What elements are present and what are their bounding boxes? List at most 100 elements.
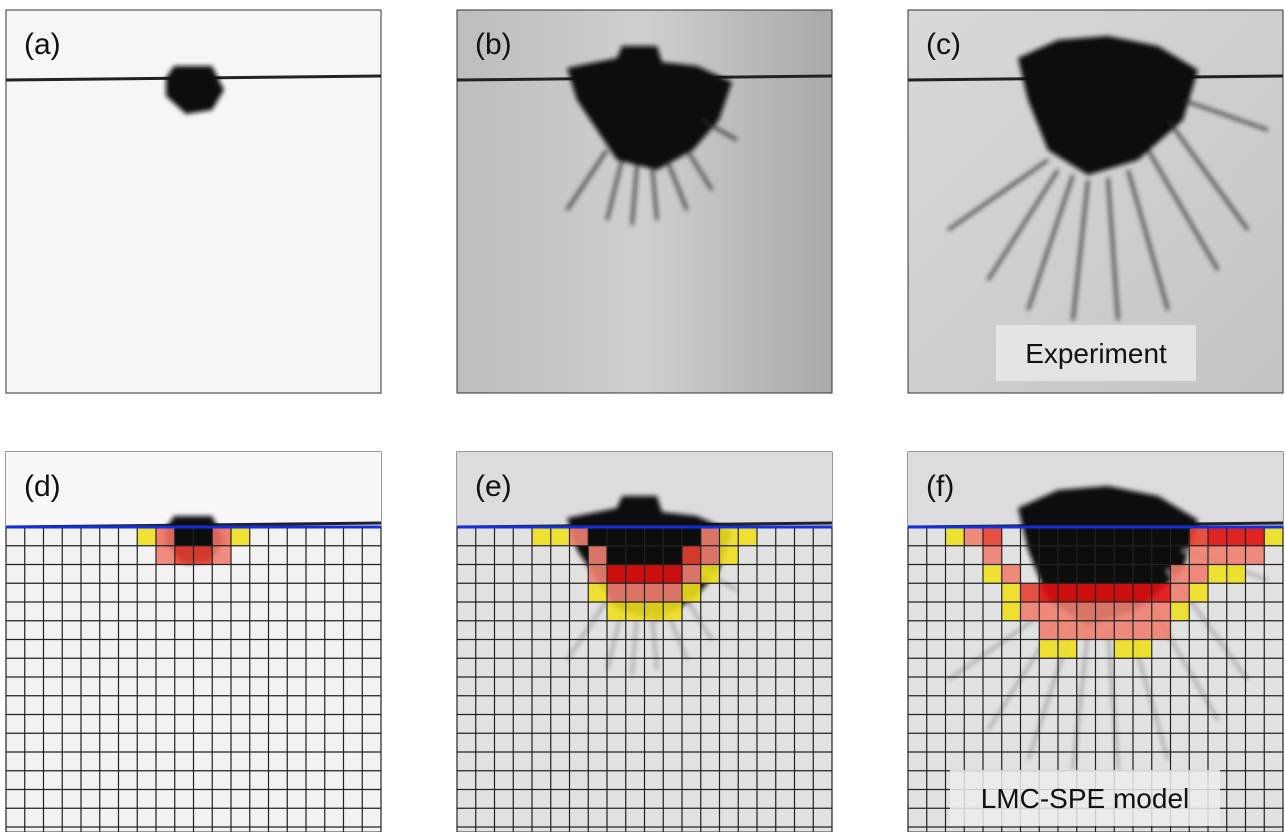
cell <box>1152 583 1171 602</box>
cell <box>645 565 664 584</box>
panel-label: (b) <box>475 28 512 61</box>
panel: (b) <box>457 10 832 393</box>
cell <box>682 583 701 602</box>
cell <box>607 602 626 621</box>
cell <box>607 583 626 602</box>
cell <box>570 527 589 546</box>
cell <box>1189 527 1208 546</box>
cell <box>1133 583 1152 602</box>
cell <box>1039 602 1058 621</box>
panel: (d) <box>6 452 381 832</box>
cell <box>1077 602 1096 621</box>
panel: (e) <box>457 452 832 832</box>
cell <box>663 583 682 602</box>
cell <box>1227 565 1246 584</box>
cell <box>645 602 664 621</box>
cell <box>194 546 213 565</box>
cell <box>946 527 965 546</box>
cell <box>983 565 1002 584</box>
cell <box>701 546 720 565</box>
cell <box>1189 583 1208 602</box>
cell <box>1058 602 1077 621</box>
upper-region <box>6 452 381 527</box>
cell <box>1096 621 1115 640</box>
cell <box>532 527 551 546</box>
cell <box>626 565 645 584</box>
cell <box>645 583 664 602</box>
cell <box>663 565 682 584</box>
cell <box>1208 527 1227 546</box>
cell <box>1189 546 1208 565</box>
caption: LMC-SPE model <box>981 783 1190 814</box>
cell <box>1171 565 1190 584</box>
cell <box>738 527 757 546</box>
cell <box>1114 640 1133 659</box>
cell <box>964 527 983 546</box>
cell <box>1058 640 1077 659</box>
cell <box>588 546 607 565</box>
cell <box>212 546 231 565</box>
cell <box>1171 583 1190 602</box>
panel-label: (d) <box>24 470 61 503</box>
panels: (a) (b) (c) Experiment (d) (e) (f) LMC-SPE mode… <box>6 10 1283 832</box>
cell <box>1133 602 1152 621</box>
cell <box>1152 602 1171 621</box>
cell <box>1189 565 1208 584</box>
panel-label: (a) <box>24 28 61 61</box>
cell <box>1002 602 1021 621</box>
cell <box>1133 621 1152 640</box>
cell <box>231 527 250 546</box>
cell <box>983 527 1002 546</box>
cell <box>720 527 739 546</box>
cell <box>682 565 701 584</box>
panel: (a) <box>6 10 381 393</box>
cell <box>1039 583 1058 602</box>
cell <box>1227 527 1246 546</box>
cell <box>626 602 645 621</box>
cell <box>1002 583 1021 602</box>
cell <box>1171 602 1190 621</box>
cell <box>588 565 607 584</box>
cell <box>1114 602 1133 621</box>
cell <box>1246 546 1265 565</box>
cell <box>1058 621 1077 640</box>
cell <box>156 527 175 546</box>
panel-label: (e) <box>475 470 512 503</box>
cell <box>1096 602 1115 621</box>
cell <box>682 546 701 565</box>
panel-label: (c) <box>926 28 961 61</box>
cell <box>175 546 194 565</box>
cell <box>156 546 175 565</box>
cell <box>1096 583 1115 602</box>
cell <box>1039 640 1058 659</box>
cell <box>663 602 682 621</box>
cell <box>212 527 231 546</box>
cell <box>588 583 607 602</box>
cell <box>1021 583 1040 602</box>
panel: (f) LMC-SPE model <box>908 452 1283 832</box>
cell <box>137 527 156 546</box>
cell <box>1002 565 1021 584</box>
cell <box>1039 621 1058 640</box>
caption: Experiment <box>1025 338 1167 369</box>
figure: (a) (b) (c) Experiment (d) (e) (f) LMC-SPE mode… <box>0 0 1285 832</box>
panel: (c) Experiment <box>908 10 1283 393</box>
cell <box>1021 602 1040 621</box>
cell <box>1077 621 1096 640</box>
cell <box>1114 583 1133 602</box>
cell <box>1133 640 1152 659</box>
cell <box>1227 546 1246 565</box>
cell <box>720 546 739 565</box>
cell <box>1114 621 1133 640</box>
cell <box>626 583 645 602</box>
cell <box>1208 565 1227 584</box>
cell <box>1264 527 1283 546</box>
cell <box>701 527 720 546</box>
cell <box>701 565 720 584</box>
cell <box>1058 583 1077 602</box>
cell <box>1208 546 1227 565</box>
cell <box>551 527 570 546</box>
cell <box>983 546 1002 565</box>
cell <box>1246 527 1265 546</box>
panel-label: (f) <box>926 470 954 503</box>
